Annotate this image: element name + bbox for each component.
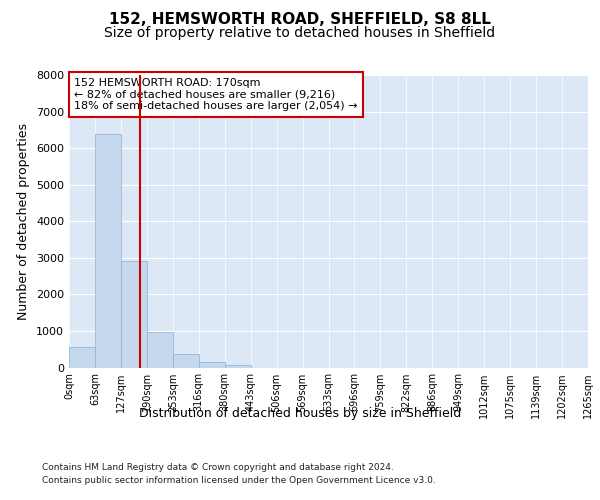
Text: Size of property relative to detached houses in Sheffield: Size of property relative to detached ho… [104,26,496,40]
Text: Contains public sector information licensed under the Open Government Licence v3: Contains public sector information licen… [42,476,436,485]
Bar [69,347,95,368]
Text: 152 HEMSWORTH ROAD: 170sqm
← 82% of detached houses are smaller (9,216)
18% of s: 152 HEMSWORTH ROAD: 170sqm ← 82% of deta… [74,78,358,111]
Y-axis label: Number of detached properties: Number of detached properties [17,122,31,320]
Text: Distribution of detached houses by size in Sheffield: Distribution of detached houses by size … [139,408,461,420]
Bar [199,362,224,368]
Text: Contains HM Land Registry data © Crown copyright and database right 2024.: Contains HM Land Registry data © Crown c… [42,462,394,471]
Bar [173,354,199,368]
Bar [95,134,121,368]
Bar [121,260,147,368]
Bar [225,365,251,368]
Text: 152, HEMSWORTH ROAD, SHEFFIELD, S8 8LL: 152, HEMSWORTH ROAD, SHEFFIELD, S8 8LL [109,12,491,28]
Bar [147,332,173,368]
